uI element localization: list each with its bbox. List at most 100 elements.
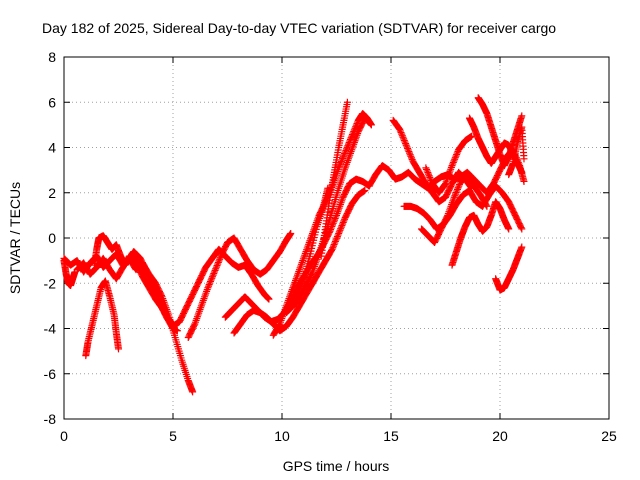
x-tick-label: 25	[601, 428, 617, 444]
y-tick-label: -4	[44, 321, 57, 337]
series-trace-6	[130, 245, 273, 330]
data-point	[406, 151, 414, 159]
data-point	[333, 233, 341, 241]
data-point	[296, 284, 304, 292]
data-point	[520, 177, 528, 185]
data-point	[398, 130, 406, 138]
data-point	[426, 173, 434, 181]
data-point	[453, 185, 461, 193]
data-point	[443, 213, 451, 221]
data-point	[334, 231, 342, 239]
data-point	[327, 224, 335, 232]
data-point	[423, 167, 431, 175]
data-point	[343, 98, 351, 106]
data-point	[208, 274, 216, 282]
y-tick-label: -2	[44, 275, 57, 291]
data-point	[424, 169, 432, 177]
y-tick-label: 2	[48, 185, 56, 201]
data-point	[332, 213, 340, 221]
data-point	[332, 236, 340, 244]
data-point	[400, 136, 408, 144]
data-point	[343, 143, 351, 151]
data-point	[422, 164, 430, 172]
data-point	[329, 244, 337, 252]
series-trace-18	[422, 132, 476, 197]
data-point	[427, 177, 435, 185]
data-point	[518, 168, 526, 176]
data-point	[214, 258, 222, 266]
data-point	[297, 281, 305, 289]
series-trace-22	[492, 243, 526, 294]
data-point	[451, 155, 459, 163]
data-point	[335, 162, 343, 170]
data-point	[210, 270, 218, 278]
data-point	[453, 187, 461, 195]
data-point	[212, 265, 220, 273]
series-trace-11	[282, 114, 373, 317]
data-point	[518, 112, 526, 120]
data-point	[308, 269, 316, 277]
data-point	[208, 273, 216, 281]
data-point	[402, 141, 410, 149]
series-trace-15	[389, 116, 476, 206]
data-point	[324, 184, 332, 192]
data-point	[348, 131, 356, 139]
data-point	[328, 245, 336, 253]
data-point	[448, 162, 456, 170]
series-trace-10	[269, 110, 375, 339]
data-point	[452, 189, 460, 197]
data-point	[425, 172, 433, 180]
data-point	[404, 144, 412, 152]
data-point	[340, 151, 348, 159]
data-point	[518, 243, 526, 251]
data-point	[265, 295, 273, 303]
x-axis-label: GPS time / hours	[283, 458, 390, 474]
series-trace-13	[287, 184, 332, 308]
data-point	[337, 223, 345, 231]
data-point	[401, 138, 409, 146]
data-point	[347, 134, 355, 142]
data-point	[297, 283, 305, 291]
data-point	[216, 254, 224, 262]
data-point	[209, 271, 217, 279]
data-point	[449, 158, 457, 166]
data-point	[298, 278, 306, 286]
x-tick-label: 5	[169, 428, 177, 444]
data-point	[405, 148, 413, 156]
series-trace-7	[184, 229, 295, 342]
data-point	[339, 218, 347, 226]
data-point	[404, 146, 412, 154]
y-tick-label: 6	[48, 94, 56, 110]
data-point	[275, 321, 283, 329]
series-trace-9	[230, 186, 369, 337]
data-point	[452, 152, 460, 160]
data-point	[210, 268, 218, 276]
data-point	[407, 152, 415, 160]
x-tick-label: 10	[274, 428, 290, 444]
data-point	[204, 284, 212, 292]
data-point	[407, 154, 415, 162]
data-point	[505, 225, 513, 233]
data-point	[190, 321, 198, 329]
data-point	[213, 262, 221, 270]
series-trace-2	[60, 257, 79, 290]
y-axis-label: SDTVAR / TECUs	[7, 182, 23, 294]
data-point	[483, 202, 491, 210]
series-trace-17	[418, 173, 491, 247]
data-point	[517, 224, 525, 232]
series-trace-23	[505, 123, 528, 179]
data-point	[449, 160, 457, 168]
data-point	[424, 170, 432, 178]
data-point	[331, 215, 339, 223]
series-trace-3	[82, 277, 122, 360]
y-tick-label: -6	[44, 366, 57, 382]
data-point	[295, 286, 303, 294]
data-series	[60, 94, 528, 396]
data-point	[403, 143, 411, 151]
data-point	[455, 182, 463, 190]
data-point	[400, 135, 408, 143]
series-trace-12	[317, 98, 351, 260]
data-point	[212, 263, 220, 271]
data-point	[329, 219, 337, 227]
data-point	[215, 257, 223, 265]
